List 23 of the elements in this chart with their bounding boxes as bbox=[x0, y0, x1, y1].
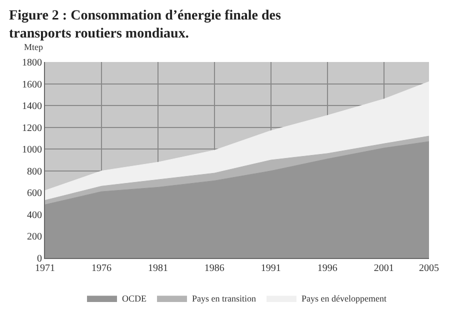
y-tick-label: 1000 bbox=[22, 144, 42, 156]
y-tick-label: 0 bbox=[37, 254, 42, 264]
y-tick-label: 1800 bbox=[22, 58, 42, 68]
chart-title: Figure 2 : Consommation d’énergie finale des transports routiers mondiaux. bbox=[9, 8, 282, 42]
y-axis-title: Mtep bbox=[24, 42, 44, 52]
x-tick-label: 1976 bbox=[91, 263, 112, 274]
x-tick-label: 1981 bbox=[148, 263, 168, 274]
x-tick-label: 2001 bbox=[374, 263, 394, 274]
x-tick-label: 1991 bbox=[260, 263, 281, 274]
y-tick-label: 1600 bbox=[22, 79, 42, 90]
legend-label: OCDE bbox=[122, 293, 147, 304]
y-tick-label: 1200 bbox=[22, 122, 42, 134]
y-tick-label: 600 bbox=[27, 188, 42, 200]
x-tick-label: 2005 bbox=[419, 263, 439, 274]
x-tick-label: 1996 bbox=[317, 263, 338, 274]
y-tick-label: 200 bbox=[27, 232, 42, 243]
legend-label: Pays en transition bbox=[192, 293, 256, 304]
y-tick-label: 1400 bbox=[22, 101, 42, 112]
legend-label: Pays en développement bbox=[301, 293, 387, 304]
y-tick-label: 400 bbox=[27, 210, 42, 221]
y-tick-label: 800 bbox=[27, 166, 42, 178]
x-tick-label: 1971 bbox=[35, 263, 55, 274]
x-tick-label: 1986 bbox=[204, 263, 224, 274]
